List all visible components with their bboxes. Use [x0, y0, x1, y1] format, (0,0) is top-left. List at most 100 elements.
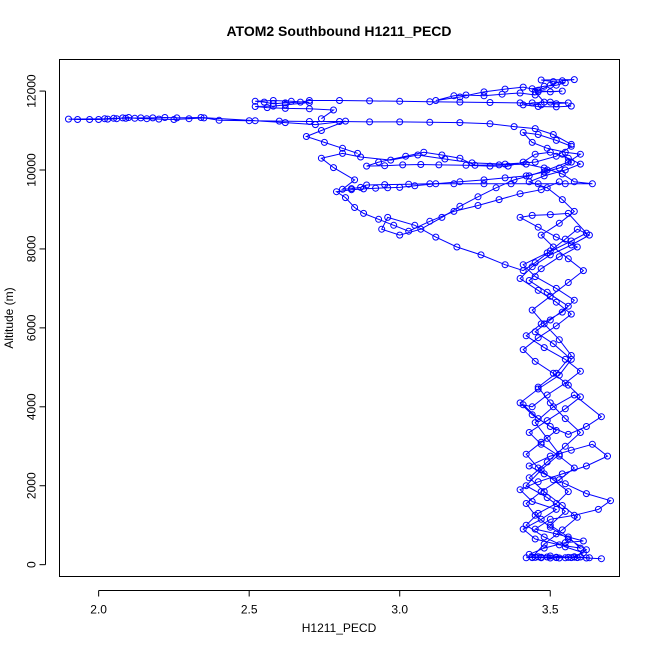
data-point: [260, 98, 268, 106]
data-point: [519, 129, 527, 136]
data-point: [462, 91, 470, 99]
data-point: [576, 150, 584, 158]
data-point: [384, 184, 392, 192]
data-point: [486, 162, 494, 170]
x-axis: 2.0 2.5 3.0 3.5: [90, 590, 559, 617]
data-point: [597, 555, 605, 563]
data-point: [540, 540, 548, 548]
data-point: [519, 83, 527, 91]
data-point: [531, 158, 539, 166]
data-point: [330, 164, 337, 172]
data-point: [534, 88, 542, 96]
data-point: [534, 553, 542, 561]
data-point: [200, 114, 208, 122]
data-point: [543, 458, 551, 466]
data-point: [432, 97, 440, 104]
data-point: [456, 93, 464, 101]
series-layer: [65, 76, 614, 563]
data-point: [558, 170, 566, 178]
data-point: [468, 159, 476, 167]
data-point: [552, 322, 560, 330]
data-point: [564, 255, 572, 263]
data-point: [351, 204, 359, 211]
data-point: [546, 81, 554, 89]
data-point: [585, 554, 593, 562]
data-point: [269, 100, 277, 108]
series-group: [432, 76, 578, 111]
data-point: [555, 253, 563, 261]
data-point: [582, 423, 590, 430]
data-point: [588, 440, 596, 448]
data-point: [537, 186, 545, 194]
series-line: [68, 116, 572, 154]
data-point: [339, 144, 346, 152]
data-point: [567, 140, 575, 148]
data-point: [86, 116, 94, 123]
data-point: [570, 207, 578, 215]
data-point: [604, 452, 611, 460]
data-point: [414, 151, 422, 159]
data-point: [561, 554, 569, 562]
data-point: [555, 336, 563, 344]
data-point: [378, 225, 386, 233]
data-point: [552, 530, 560, 538]
data-point: [531, 357, 539, 365]
data-point: [552, 554, 560, 562]
data-point: [558, 470, 566, 478]
data-point: [525, 462, 533, 470]
data-point: [453, 243, 461, 251]
data-point: [537, 76, 545, 84]
data-point: [546, 316, 554, 324]
y-tick-label: 0: [25, 561, 39, 568]
data-point: [567, 241, 575, 249]
data-point: [417, 225, 425, 233]
data-point: [558, 526, 566, 534]
data-point: [567, 142, 575, 150]
data-point: [534, 131, 542, 138]
data-point: [540, 488, 548, 496]
y-tick-label: 6000: [25, 314, 39, 341]
data-point: [540, 172, 548, 180]
data-point: [534, 464, 542, 472]
data-point: [537, 231, 545, 239]
data-point: [576, 160, 584, 168]
data-point: [552, 500, 560, 507]
data-point: [564, 279, 572, 286]
data-point: [381, 162, 389, 170]
data-point: [528, 211, 536, 219]
data-point: [534, 415, 542, 423]
data-point: [558, 150, 566, 158]
data-point: [570, 296, 578, 304]
series-group: [65, 114, 575, 157]
data-point: [528, 306, 536, 314]
data-point: [567, 237, 575, 245]
data-point: [558, 77, 566, 85]
x-axis-label: H1211_PECD: [302, 621, 377, 635]
data-point: [582, 462, 590, 470]
data-point: [101, 115, 109, 123]
data-point: [555, 219, 563, 227]
data-point: [495, 196, 503, 204]
y-tick-label: 10000: [25, 153, 39, 187]
data-point: [519, 346, 527, 354]
data-point: [534, 383, 542, 391]
data-point: [540, 544, 548, 552]
data-point: [426, 118, 434, 126]
data-point: [576, 367, 584, 375]
data-point: [372, 184, 380, 192]
data-point: [573, 513, 581, 521]
data-point: [543, 144, 551, 152]
data-point: [375, 158, 383, 166]
data-point: [570, 464, 578, 472]
data-point: [516, 486, 524, 494]
y-tick-label: 12000: [25, 74, 39, 108]
data-point: [450, 207, 458, 215]
data-point: [537, 515, 545, 523]
data-point: [537, 438, 545, 446]
data-point: [546, 452, 554, 460]
data-point: [546, 247, 554, 255]
data-point: [537, 440, 545, 448]
data-point: [330, 106, 337, 114]
